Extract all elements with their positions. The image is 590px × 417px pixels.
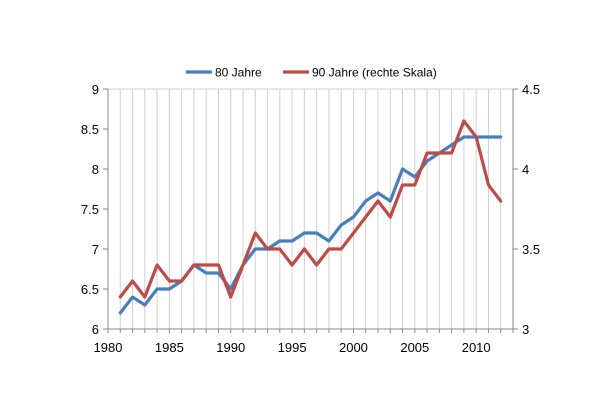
- x-tick-label: 2005: [400, 340, 429, 355]
- x-tick-label: 1995: [278, 340, 307, 355]
- legend-label-80-jahre: 80 Jahre: [215, 66, 262, 80]
- legend-label-90-jahre: 90 Jahre (rechte Skala): [312, 66, 437, 80]
- series-line-90-jahre: [118, 119, 503, 299]
- right-tick-label: 4: [522, 162, 529, 177]
- left-tick-label: 8.5: [81, 122, 99, 137]
- left-tick-label: 6.5: [81, 282, 99, 297]
- gridlines: [108, 88, 513, 329]
- left-tick-label: 9: [92, 82, 99, 97]
- x-tick-label: 1985: [155, 340, 184, 355]
- left-tick-label: 7.5: [81, 202, 99, 217]
- x-tick-label: 2000: [339, 340, 368, 355]
- left-tick-label: 7: [92, 242, 99, 257]
- legend: 80 Jahre 90 Jahre (rechte Skala): [186, 66, 437, 80]
- right-tick-label: 4.5: [522, 82, 540, 97]
- x-tick-label: 2010: [462, 340, 491, 355]
- right-tick-label: 3: [522, 322, 529, 337]
- series-lines: [118, 119, 503, 315]
- x-tick-label: 1990: [216, 340, 245, 355]
- axes: 6 6.5 7 7.5 8 8.5 9 3 3.5 4 4.5 1980 1985 1990 1995 200…: [81, 82, 540, 355]
- series-line-80-jahre: [118, 135, 503, 315]
- x-tick-label: 1980: [94, 340, 123, 355]
- left-tick-label: 6: [92, 322, 99, 337]
- left-tick-label: 8: [92, 162, 99, 177]
- right-tick-label: 3.5: [522, 242, 540, 257]
